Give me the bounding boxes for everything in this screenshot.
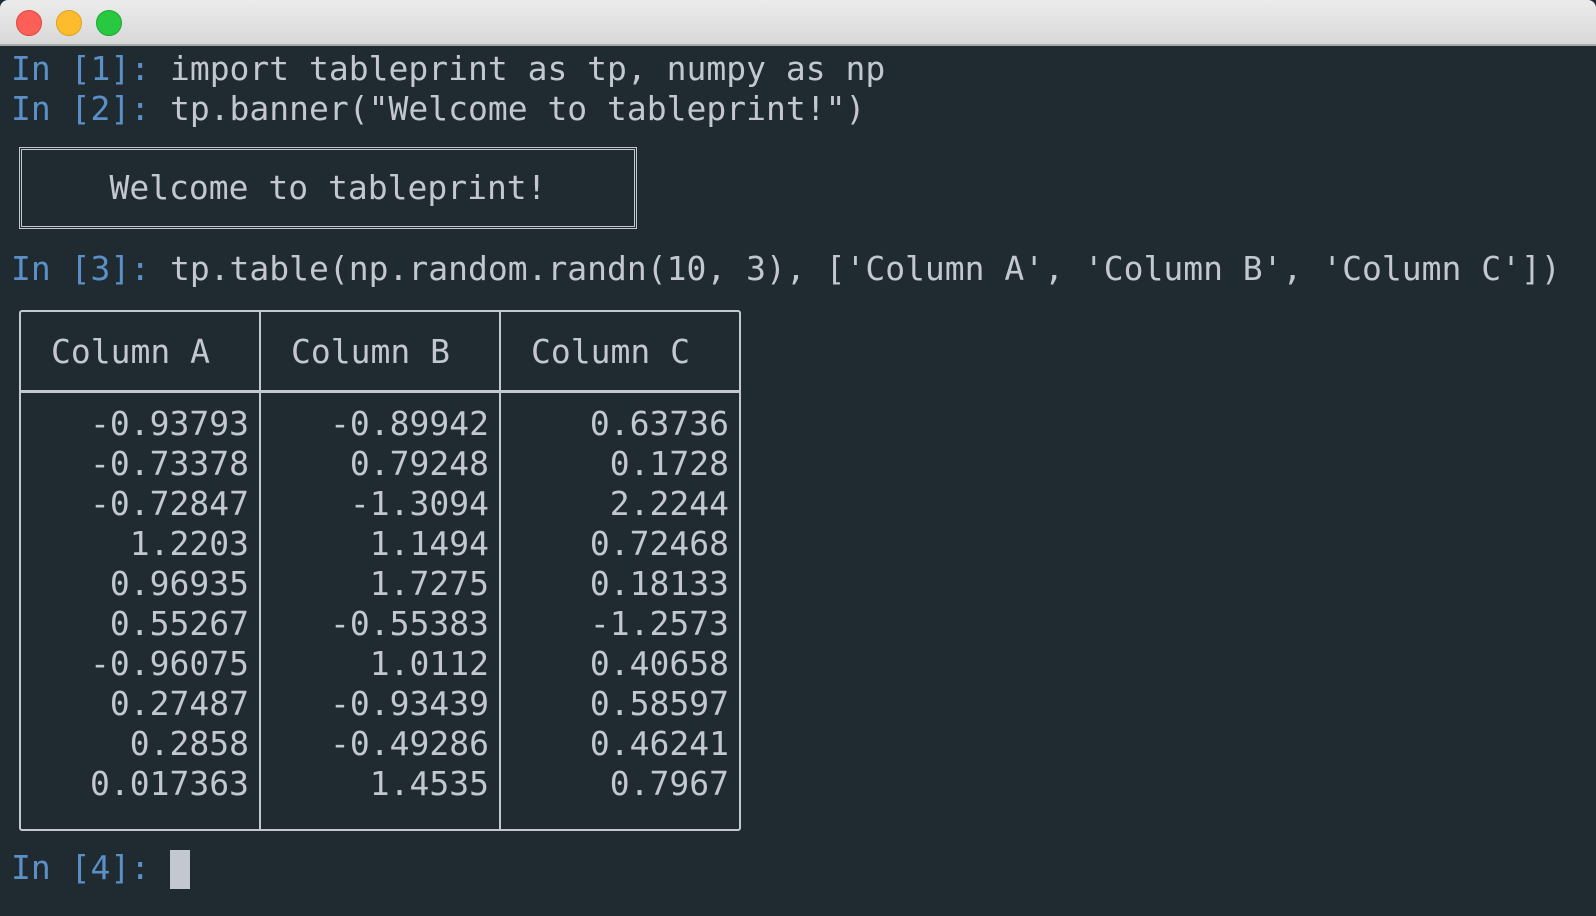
code: tp.banner("Welcome to tableprint!") (169, 89, 866, 128)
table-cell: 1.4535 (369, 764, 489, 803)
table-cell: -0.93439 (330, 684, 489, 723)
table-cell: -0.55383 (330, 604, 489, 643)
prompt: In [3]: (11, 249, 151, 288)
table-cell: 0.46241 (589, 724, 729, 763)
table-cell: 0.7967 (609, 764, 729, 803)
table-cell: -0.93793 (90, 404, 249, 443)
close-button[interactable] (16, 10, 42, 36)
table-cell: -1.3094 (349, 484, 489, 523)
input-line-2: In [2]: tp.banner("Welcome to tableprint… (11, 89, 865, 129)
table-cell: 0.1728 (609, 444, 729, 483)
code: tp.table(np.random.randn(10, 3), ['Colum… (169, 249, 1561, 288)
table-cell: -0.96075 (90, 644, 249, 683)
prompt: In [1]: (11, 49, 151, 88)
column-divider (259, 312, 261, 829)
table-cell: 0.79248 (349, 444, 489, 483)
table-cell: -0.72847 (90, 484, 249, 523)
input-line-4[interactable]: In [4]: (11, 848, 150, 888)
table-cell: 1.2203 (129, 524, 249, 563)
output-table: Column A Column B Column C -0.93793 -0.89… (19, 310, 741, 831)
header-column-b: Column B (291, 332, 450, 371)
text-cursor (170, 850, 190, 889)
header-divider (21, 390, 739, 393)
prompt: In [4]: (11, 848, 151, 887)
table-cell: 0.40658 (589, 644, 729, 683)
input-line-3: In [3]: tp.table(np.random.randn(10, 3),… (11, 249, 1561, 289)
code: import tableprint as tp, numpy as np (169, 49, 886, 88)
table-cell: 1.0112 (369, 644, 489, 683)
table-cell: 0.96935 (109, 564, 249, 603)
table-cell: 0.58597 (589, 684, 729, 723)
table-cell: 0.63736 (589, 404, 729, 443)
table-cell: 1.7275 (369, 564, 489, 603)
minimize-button[interactable] (56, 10, 82, 36)
banner-box: Welcome to tableprint! (19, 147, 637, 229)
prompt: In [2]: (11, 89, 151, 128)
table-cell: 0.55267 (109, 604, 249, 643)
table-cell: -0.49286 (330, 724, 489, 763)
table-cell: 0.27487 (109, 684, 249, 723)
banner-text: Welcome to tableprint! (109, 168, 547, 207)
table-cell: 0.72468 (589, 524, 729, 563)
table-cell: 1.1494 (369, 524, 489, 563)
table-cell: 2.2244 (609, 484, 729, 523)
table-cell: -1.2573 (589, 604, 729, 643)
table-cell: -0.73378 (90, 444, 249, 483)
table-cell: 0.2858 (129, 724, 249, 763)
column-divider (499, 312, 501, 829)
table-cell: -0.89942 (330, 404, 489, 443)
header-column-a: Column A (51, 332, 210, 371)
header-column-c: Column C (531, 332, 690, 371)
table-cell: 0.18133 (589, 564, 729, 603)
window-titlebar (0, 0, 1596, 46)
maximize-button[interactable] (96, 10, 122, 36)
table-cell: 0.017363 (90, 764, 249, 803)
input-line-1: In [1]: import tableprint as tp, numpy a… (11, 49, 885, 89)
